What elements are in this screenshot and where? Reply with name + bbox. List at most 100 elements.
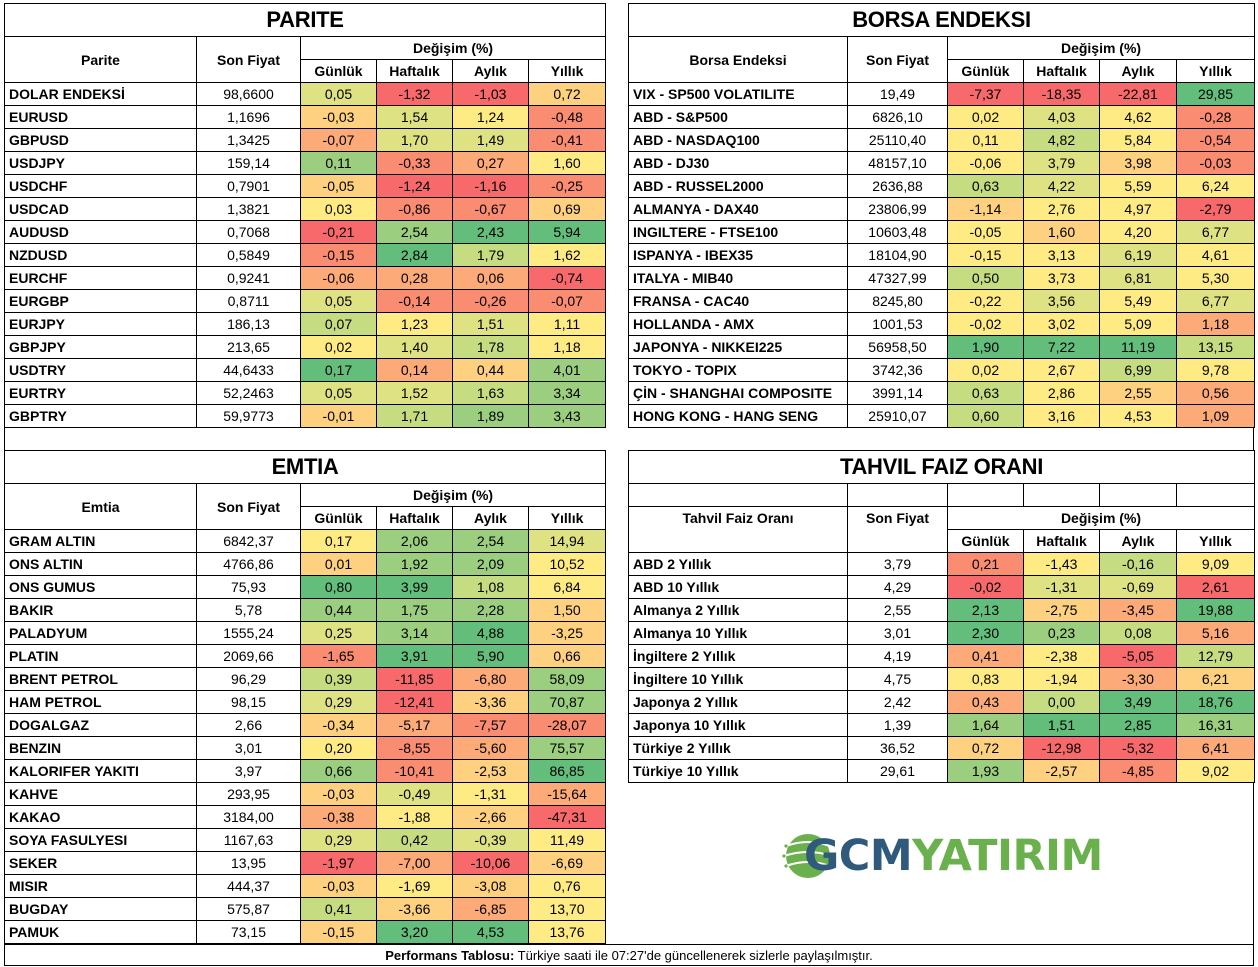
- empty-row: [628, 483, 1255, 507]
- table-row: HONG KONG - HANG SENG 25910,07 0,60 3,16 4,5…: [628, 404, 1256, 428]
- last-price: 4,75: [847, 667, 948, 691]
- table-row: EURTRY 52,2463 0,05 1,52 1,63 3,34: [4, 381, 607, 405]
- monthly-change: 4,20: [1099, 220, 1177, 244]
- yearly-change: 4,61: [1175, 243, 1256, 267]
- weekly-change: -18,35: [1023, 82, 1100, 106]
- name-column-header: Parite: [4, 36, 197, 83]
- instrument-name: ISPANYA - IBEX35: [628, 243, 848, 267]
- daily-change: -0,21: [300, 220, 377, 244]
- last-price: 4766,86: [196, 552, 301, 576]
- yearly-change: 29,85: [1175, 82, 1256, 106]
- daily-change: 0,01: [300, 552, 377, 576]
- period-header-gunluk: Günlük: [300, 59, 377, 83]
- weekly-change: 0,42: [376, 828, 453, 852]
- instrument-name: USDCAD: [4, 197, 197, 221]
- monthly-change: -0,69: [1099, 575, 1177, 599]
- daily-change: -1,14: [947, 197, 1024, 221]
- daily-change: 0,20: [300, 736, 377, 760]
- last-price: 52,2463: [196, 381, 301, 405]
- monthly-change: 3,49: [1099, 690, 1177, 714]
- instrument-name: İngiltere 2 Yıllık: [628, 644, 848, 668]
- yearly-change: 18,76: [1176, 690, 1255, 714]
- monthly-change: -22,81: [1099, 82, 1177, 106]
- daily-change: -0,07: [300, 128, 377, 152]
- table-row: USDJPY 159,14 0,11 -0,33 0,27 1,60: [4, 151, 607, 175]
- table-row: INGILTERE - FTSE100 10603,48 -0,05 1,60 4,20…: [628, 220, 1256, 244]
- yearly-change: -28,07: [527, 713, 607, 737]
- instrument-name: Almanya 10 Yıllık: [628, 621, 848, 645]
- daily-change: -0,05: [300, 174, 377, 198]
- weekly-change: -0,33: [376, 151, 453, 175]
- yearly-change: 5,30: [1175, 266, 1256, 290]
- weekly-change: 3,79: [1023, 151, 1100, 175]
- table-row: SEKER 13,95 -1,97 -7,00 -10,06 -6,69: [4, 851, 607, 875]
- table-row: HAM PETROL 98,15 0,29 -12,41 -3,36 70,87: [4, 690, 607, 714]
- weekly-change: 1,75: [376, 598, 453, 622]
- period-header-gunluk: Günlük: [947, 59, 1024, 83]
- table-row: EURGBP 0,8711 0,05 -0,14 -0,26 -0,07: [4, 289, 607, 313]
- instrument-name: VIX - SP500 VOLATILITE: [628, 82, 848, 106]
- table-row: BENZIN 3,01 0,20 -8,55 -5,60 75,57: [4, 736, 607, 760]
- change-column-header: Değişim (%): [947, 506, 1255, 530]
- daily-change: -0,02: [947, 312, 1024, 336]
- yearly-change: -3,25: [527, 621, 607, 645]
- change-column-header: Değişim (%): [946, 36, 1256, 60]
- last-price: 3,79: [847, 552, 948, 576]
- instrument-name: HOLLANDA - AMX: [628, 312, 848, 336]
- daily-change: -0,01: [300, 404, 377, 428]
- monthly-change: 1,63: [452, 381, 529, 405]
- instrument-name: ALMANYA - DAX40: [628, 197, 848, 221]
- daily-change: 1,90: [947, 335, 1024, 359]
- monthly-change: -3,36: [452, 690, 529, 714]
- monthly-change: 2,54: [452, 529, 529, 553]
- yearly-change: 16,31: [1176, 713, 1255, 737]
- daily-change: 0,05: [300, 289, 377, 313]
- yearly-change: -15,64: [527, 782, 607, 806]
- name-column-header: Tahvil Faiz Oranı: [628, 506, 848, 553]
- monthly-change: 5,09: [1099, 312, 1177, 336]
- daily-change: 0,07: [300, 312, 377, 336]
- monthly-change: -5,60: [452, 736, 529, 760]
- last-price: 56958,50: [847, 335, 948, 359]
- table-row: ABD - NASDAQ100 25110,40 0,11 4,82 5,84 -0,54: [628, 128, 1256, 152]
- yearly-change: 0,76: [527, 874, 607, 898]
- table-title-row: EMTIA: [3, 450, 607, 484]
- instrument-name: Türkiye 10 Yıllık: [628, 759, 848, 783]
- weekly-change: -12,41: [376, 690, 453, 714]
- weekly-change: -1,43: [1023, 552, 1100, 576]
- daily-change: 2,13: [947, 598, 1024, 622]
- daily-change: 0,39: [300, 667, 377, 691]
- weekly-change: 3,14: [376, 621, 453, 645]
- last-price: 159,14: [196, 151, 301, 175]
- daily-change: -0,06: [300, 266, 377, 290]
- price-column-header: Son Fiyat: [847, 506, 948, 553]
- monthly-change: 0,06: [452, 266, 529, 290]
- last-price: 4,19: [847, 644, 948, 668]
- instrument-name: USDTRY: [4, 358, 197, 382]
- yearly-change: 58,09: [527, 667, 607, 691]
- weekly-change: 3,13: [1023, 243, 1100, 267]
- monthly-change: 5,90: [452, 644, 529, 668]
- monthly-change: 4,53: [1099, 404, 1177, 428]
- weekly-change: 4,22: [1023, 174, 1100, 198]
- table-row: USDTRY 44,6433 0,17 0,14 0,44 4,01: [4, 358, 607, 382]
- monthly-change: 6,99: [1099, 358, 1177, 382]
- weekly-change: 1,71: [376, 404, 453, 428]
- empty-cell: [1099, 483, 1177, 507]
- table-row: GBPUSD 1,3425 -0,07 1,70 1,49 -0,41: [4, 128, 607, 152]
- period-header-aylik: Aylık: [452, 506, 529, 530]
- daily-change: -0,15: [300, 243, 377, 267]
- table-row: USDCHF 0,7901 -0,05 -1,24 -1,16 -0,25: [4, 174, 607, 198]
- table-row: Almanya 10 Yıllık 3,01 2,30 0,23 0,08 5,16: [628, 621, 1255, 645]
- last-price: 19,49: [847, 82, 948, 106]
- monthly-change: 4,97: [1099, 197, 1177, 221]
- last-price: 1,3821: [196, 197, 301, 221]
- table-row: EURCHF 0,9241 -0,06 0,28 0,06 -0,74: [4, 266, 607, 290]
- period-header-row: Günlük Haftalık Aylık Yıllık: [629, 529, 1255, 553]
- daily-change: 0,21: [947, 552, 1024, 576]
- last-price: 1,3425: [196, 128, 301, 152]
- daily-change: 0,66: [300, 759, 377, 783]
- instrument-name: EURCHF: [4, 266, 197, 290]
- monthly-change: 4,53: [452, 920, 529, 944]
- last-price: 75,93: [196, 575, 301, 599]
